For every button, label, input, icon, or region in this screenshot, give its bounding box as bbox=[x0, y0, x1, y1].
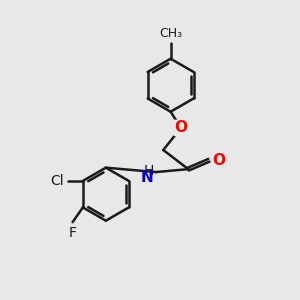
Text: O: O bbox=[212, 153, 225, 168]
Text: O: O bbox=[174, 120, 188, 135]
Text: Cl: Cl bbox=[50, 174, 64, 188]
Text: F: F bbox=[69, 226, 76, 240]
Text: H: H bbox=[143, 164, 154, 178]
Text: N: N bbox=[141, 170, 154, 185]
Text: CH₃: CH₃ bbox=[159, 27, 182, 40]
